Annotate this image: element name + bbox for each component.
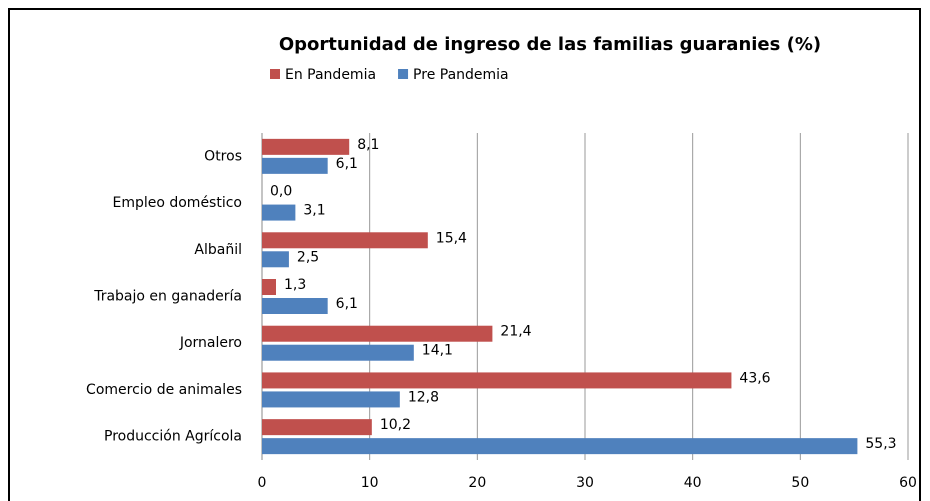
bar [262,232,428,249]
data-label: 3,1 [303,203,325,219]
y-tick-label: Empleo doméstico [112,195,242,211]
data-label: 6,1 [336,296,358,312]
bar [262,372,732,389]
bar [262,438,858,455]
bar [262,344,414,361]
bar [262,279,276,295]
bar [262,251,289,268]
x-tick-label: 20 [468,475,486,491]
data-label: 43,6 [739,370,770,386]
data-label: 0,0 [270,184,292,200]
y-tick-label: Producción Agrícola [104,429,242,445]
x-tick-label: 50 [791,475,809,491]
data-label: 1,3 [284,277,306,293]
x-tick-label: 60 [899,475,917,491]
data-label: 14,1 [422,343,453,359]
chart-title: Oportunidad de ingreso de las familias g… [279,34,821,55]
x-tick-label: 0 [258,475,267,491]
data-label: 6,1 [336,156,358,172]
y-tick-label: Jornalero [179,335,242,351]
y-tick-label: Otros [204,148,242,164]
legend-swatch [398,69,409,79]
data-label: 21,4 [500,324,531,340]
y-tick-label: Comercio de animales [86,382,242,398]
legend-swatch [270,69,280,79]
x-tick-label: 40 [684,475,702,491]
y-tick-label: Albañil [194,242,242,258]
bar [262,325,493,342]
y-tick-label: Trabajo en ganadería [93,289,242,305]
bar [262,391,400,408]
data-label: 55,3 [865,436,896,452]
data-label: 12,8 [408,389,439,405]
bar [262,157,328,174]
frame [8,8,921,501]
data-label: 15,4 [436,230,467,246]
x-tick-label: 10 [361,475,379,491]
legend-label: Pre Pandemia [413,67,509,83]
bar [262,298,328,314]
x-tick-label: 30 [576,475,594,491]
data-label: 10,2 [380,417,411,433]
bar [262,204,296,221]
legend-label: En Pandemia [285,67,376,83]
bar [262,419,372,436]
bar [262,138,350,155]
data-label: 8,1 [357,137,379,153]
data-label: 2,5 [297,249,319,265]
